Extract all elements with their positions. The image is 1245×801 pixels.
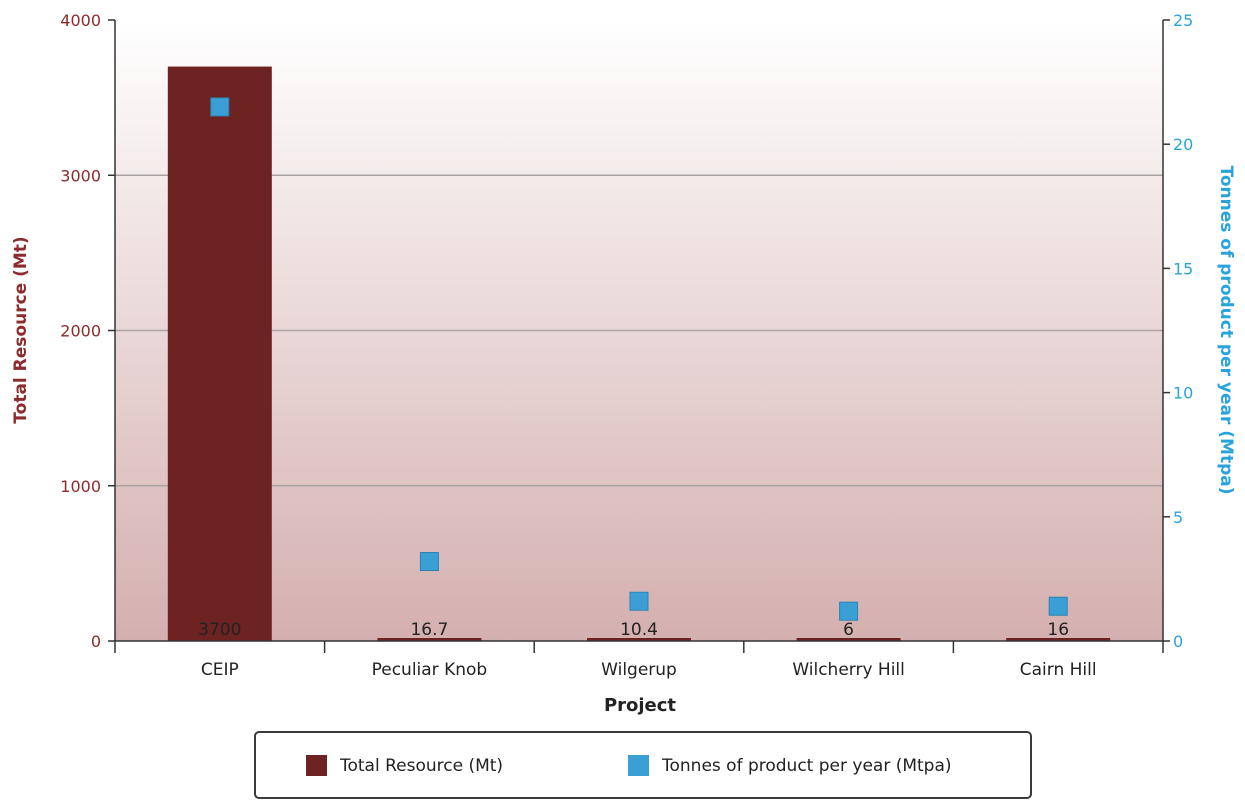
- bar-series: [167, 66, 1111, 641]
- left-tick-label: 2000: [60, 322, 101, 341]
- legend-item-total-resource: Total Resource (Mt): [306, 755, 503, 776]
- legend-swatch-bar: [306, 755, 327, 776]
- bar-data-labels: 3700 16.7 10.4 6 16: [198, 620, 1069, 640]
- right-tick-label: 0: [1173, 632, 1183, 651]
- x-category-label: Wilcherry Hill: [792, 660, 905, 680]
- bar-data-label: 16.7: [410, 620, 448, 640]
- left-tick-label: 1000: [60, 477, 101, 496]
- right-tick-label: 5: [1173, 508, 1183, 527]
- bar-data-label: 3700: [198, 620, 241, 640]
- x-axis-ticks: CEIP Peculiar Knob Wilgerup Wilcherry Hill C…: [114, 641, 1164, 680]
- right-axis-ticks: 0 5 10 15 20 25: [1163, 11, 1193, 651]
- x-axis-title: Project: [604, 695, 676, 716]
- bar-data-label: 10.4: [620, 620, 658, 640]
- marker-point: [629, 591, 649, 611]
- legend: Total Resource (Mt) Tonnes of product pe…: [254, 731, 1032, 799]
- marker-point: [839, 601, 859, 621]
- legend-label-tonnes-product: Tonnes of product per year (Mtpa): [662, 755, 952, 776]
- left-tick-label: 0: [91, 632, 101, 651]
- left-tick-label: 3000: [60, 166, 101, 185]
- bar: [377, 638, 482, 641]
- marker-point: [419, 552, 439, 572]
- right-tick-label: 10: [1173, 384, 1193, 403]
- right-tick-label: 20: [1173, 135, 1193, 154]
- x-category-label: CEIP: [201, 660, 239, 680]
- legend-label-total-resource: Total Resource (Mt): [340, 755, 504, 776]
- bar: [167, 66, 272, 641]
- x-category-label: Cairn Hill: [1020, 660, 1097, 680]
- bar: [587, 638, 691, 641]
- marker-point: [210, 97, 230, 117]
- right-tick-label: 25: [1173, 11, 1193, 30]
- legend-item-tonnes-product: Tonnes of product per year (Mtpa): [628, 755, 952, 776]
- x-category-label: Peculiar Knob: [372, 660, 488, 680]
- marker-point: [1048, 596, 1068, 616]
- left-tick-label: 4000: [60, 11, 101, 30]
- left-axis-ticks: 0 1000 2000 3000 4000: [60, 11, 115, 651]
- x-category-label: Wilgerup: [601, 660, 677, 680]
- bar-data-label: 6: [843, 620, 854, 640]
- bar-data-label: 16: [1047, 620, 1069, 640]
- right-tick-label: 15: [1173, 259, 1193, 278]
- bar: [796, 638, 901, 641]
- right-axis-title: Tonnes of product per year (Mtpa): [1216, 165, 1236, 494]
- legend-swatch-marker: [628, 755, 649, 776]
- marker-series: [210, 97, 1068, 621]
- grid-lines: [115, 174, 1163, 487]
- left-axis-title: Total Resource (Mt): [11, 236, 31, 423]
- bar: [1006, 638, 1111, 641]
